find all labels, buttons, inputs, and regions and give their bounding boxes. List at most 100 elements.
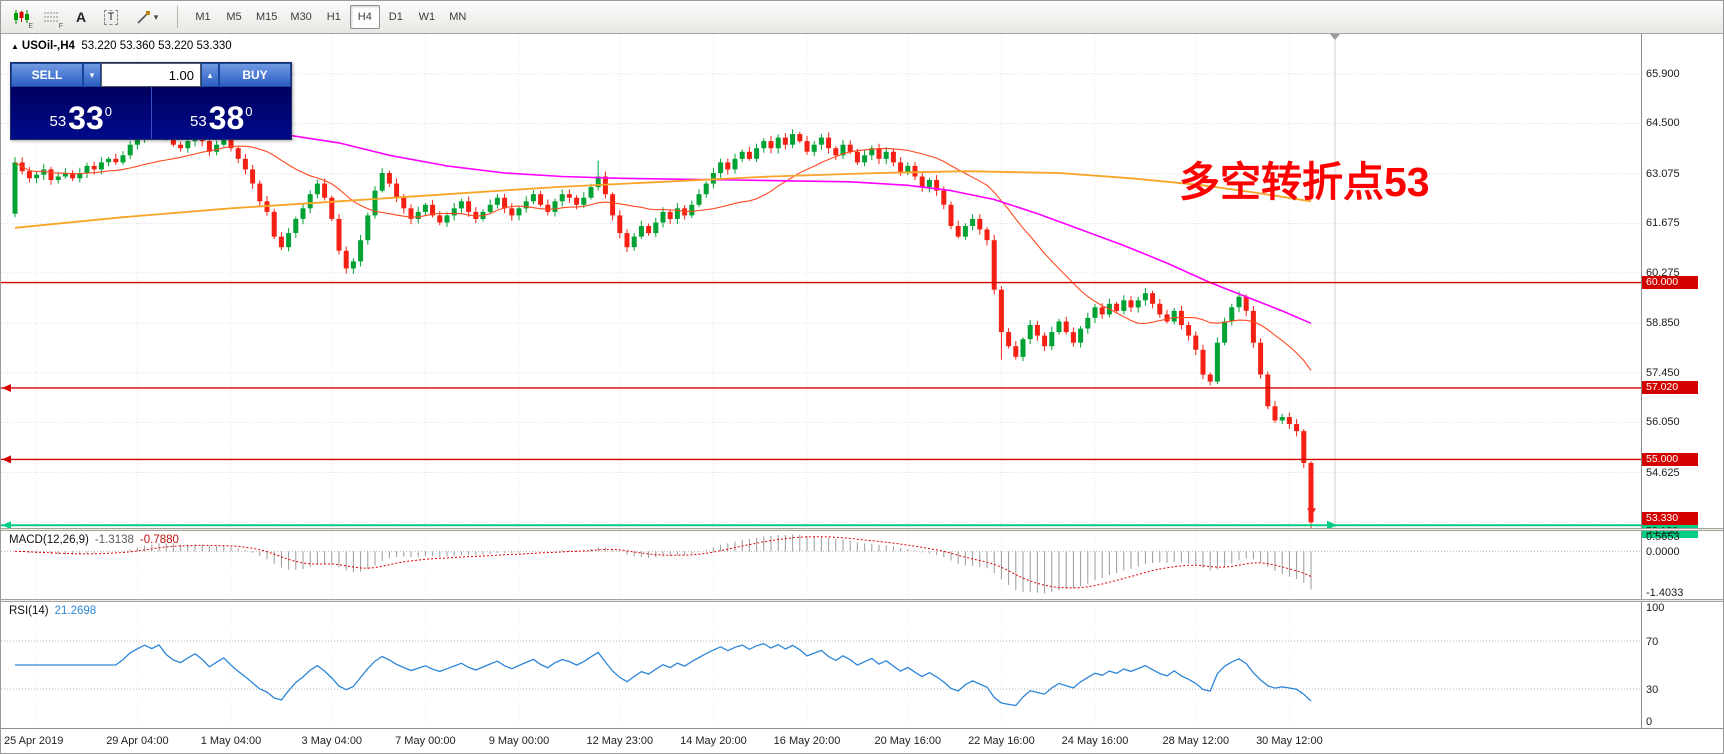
rsi-axis-label: 0 (1646, 716, 1653, 728)
price-axis-label: 58.850 (1646, 317, 1680, 330)
price-axis-label: 65.900 (1646, 67, 1680, 80)
price-tag[interactable]: 60.000 (1642, 276, 1698, 290)
rsi-line (15, 642, 1312, 707)
sell-marker-arrow-icon (1307, 508, 1316, 517)
sell-price-small: 53 (49, 113, 67, 130)
buy-button[interactable]: BUY (219, 63, 291, 87)
levels-letter: F (58, 22, 63, 30)
macd-value-axis: 0.5653 0.0000 -1.4033 (1642, 531, 1723, 599)
horizontal-lines[interactable] (1, 281, 1641, 528)
macd-axis-label: -1.4033 (1646, 587, 1684, 599)
volume-increase-button[interactable]: ▴ (201, 63, 219, 87)
rsi-axis-label: 70 (1646, 636, 1659, 648)
rsi-panel: RSI(14) 21.2698 (1, 602, 1641, 728)
rsi-plot[interactable] (1, 602, 1641, 728)
time-axis-label: 12 May 23:00 (586, 735, 654, 747)
trade-prices-row: 53 33 0 53 38 0 (11, 87, 291, 139)
sell-price-sup: 0 (104, 104, 112, 119)
timeframe-button-d1[interactable]: D1 (388, 11, 403, 23)
price-axis-label: 60.275 (1646, 266, 1680, 279)
one-click-trading-panel: SELL ▾ ▴ BUY 53 33 0 53 38 0 (10, 62, 292, 140)
macd-signal-line (14, 536, 1312, 589)
buy-price-small: 53 (189, 113, 207, 130)
timeframe-button-mn[interactable]: MN (449, 11, 467, 23)
grid-levels-button[interactable]: F (37, 5, 65, 30)
symbol-info-bar[interactable]: ▲ USOil-,H4 53.220 53.360 53.220 53.330 (11, 40, 232, 52)
drawing-tool-icon (137, 10, 150, 24)
panel-splitter[interactable] (1, 599, 1723, 602)
trade-controls-row: SELL ▾ ▴ BUY (11, 63, 291, 87)
timeframe-button-m1[interactable]: M1 (195, 11, 211, 23)
macd-signal-value: -0.7880 (139, 534, 179, 546)
macd-header: MACD(12,26,9) -1.3138 -0.7880 (9, 534, 179, 546)
timeframe-button-m30[interactable]: M30 (290, 11, 312, 23)
price-tag[interactable]: 53.330 (1642, 511, 1698, 525)
candlestick-chart-icon (13, 10, 29, 24)
panel-splitter[interactable] (1, 528, 1723, 531)
timeframe-button-w1[interactable]: W1 (418, 11, 436, 23)
time-axis-label: 25 Apr 2019 (4, 735, 64, 747)
macd-axis-label: 0.0000 (1646, 546, 1680, 559)
volume-decrease-button[interactable]: ▾ (83, 63, 101, 87)
chart-panel: ▲ USOil-,H4 53.220 53.360 53.220 53.330 S… (1, 34, 1641, 528)
macd-plot[interactable] (1, 531, 1641, 599)
collapse-triangle-icon[interactable]: ▲ (11, 42, 19, 51)
macd-histogram (21, 534, 1312, 594)
timeframe-button-group: M1 M5 M15 M30 H1 H4 D1 W1 MN (188, 5, 473, 29)
buy-price-sup: 0 (245, 104, 253, 119)
buy-price-big: 38 (208, 99, 245, 136)
price-axis-label: 61.675 (1646, 217, 1680, 230)
time-axis-label: 16 May 20:00 (773, 735, 841, 747)
time-axis-label: 29 Apr 04:00 (106, 735, 169, 747)
rsi-axis-label: 100 (1646, 602, 1665, 614)
candles (12, 121, 1314, 528)
price-axis-label: 63.075 (1646, 167, 1680, 180)
template-letter: E (28, 22, 33, 30)
time-axis-label: 28 May 12:00 (1162, 735, 1230, 747)
text-label-button[interactable]: A (67, 5, 95, 30)
macd-panel: MACD(12,26,9) -1.3138 -0.7880 (1, 531, 1641, 599)
levels-grid-icon (44, 12, 58, 22)
macd-label: MACD(12,26,9) (9, 534, 89, 546)
time-axis-label: 22 May 16:00 (968, 735, 1035, 747)
chart-template-button[interactable]: E (7, 5, 35, 30)
time-axis-label: 20 May 16:00 (874, 735, 942, 747)
time-axis-label: 7 May 00:00 (395, 735, 456, 747)
rsi-value-axis: 100 70 30 0 (1642, 602, 1723, 728)
chart-price-axis: 65.900 64.500 63.075 61.675 60.275 58.850 57.4… (1642, 34, 1723, 538)
macd-axis-label: 0.5653 (1646, 531, 1680, 543)
moving-averages (14, 133, 1312, 371)
price-tag[interactable]: 55.000 (1642, 452, 1698, 466)
price-tag[interactable]: 57.020 (1642, 381, 1698, 395)
sell-price-display[interactable]: 53 33 0 (11, 87, 151, 139)
text-tool-icon: A (75, 9, 87, 25)
timeframe-button-m5[interactable]: M5 (226, 11, 242, 23)
timeframe-button-m15[interactable]: M15 (256, 11, 278, 23)
textbox-tool-icon: T (103, 9, 119, 25)
volume-input[interactable] (101, 63, 201, 87)
symbol-name: USOil-,H4 (21, 40, 75, 52)
toolbar-separator (177, 6, 178, 28)
buy-price-display[interactable]: 53 38 0 (150, 87, 291, 139)
drawing-tools-button[interactable]: ▾ (127, 5, 167, 30)
time-axis[interactable]: 25 Apr 2019 29 Apr 04:00 1 May 04:00 3 May … (1, 728, 1723, 753)
price-axis-separator (1641, 34, 1642, 728)
time-axis-label: 30 May 12:00 (1256, 735, 1323, 747)
time-axis-label: 9 May 00:00 (488, 735, 550, 747)
ohlc-values: 53.220 53.360 53.220 53.330 (81, 40, 232, 52)
dropdown-chevron-icon: ▾ (153, 11, 159, 22)
macd-main-value: -1.3138 (94, 534, 134, 546)
rsi-value: 21.2698 (54, 605, 97, 617)
chart-text-annotation[interactable]: 多空转折点53 (1179, 159, 1430, 205)
toolbar: E F A T ▾ M1 M5 M15 M30 H1 H4 D1 W1 MN (1, 1, 1723, 34)
time-axis-label: 1 May 04:00 (200, 735, 262, 747)
time-axis-label: 3 May 04:00 (301, 735, 363, 747)
sell-button[interactable]: SELL (11, 63, 83, 87)
text-box-button[interactable]: T (97, 5, 125, 30)
timeframe-button-h4[interactable]: H4 (349, 5, 380, 29)
timeframe-button-h1[interactable]: H1 (326, 11, 341, 23)
time-axis-label: 14 May 20:00 (680, 735, 747, 747)
rsi-label: RSI(14) (9, 605, 49, 617)
price-axis-label: 56.050 (1646, 416, 1680, 429)
